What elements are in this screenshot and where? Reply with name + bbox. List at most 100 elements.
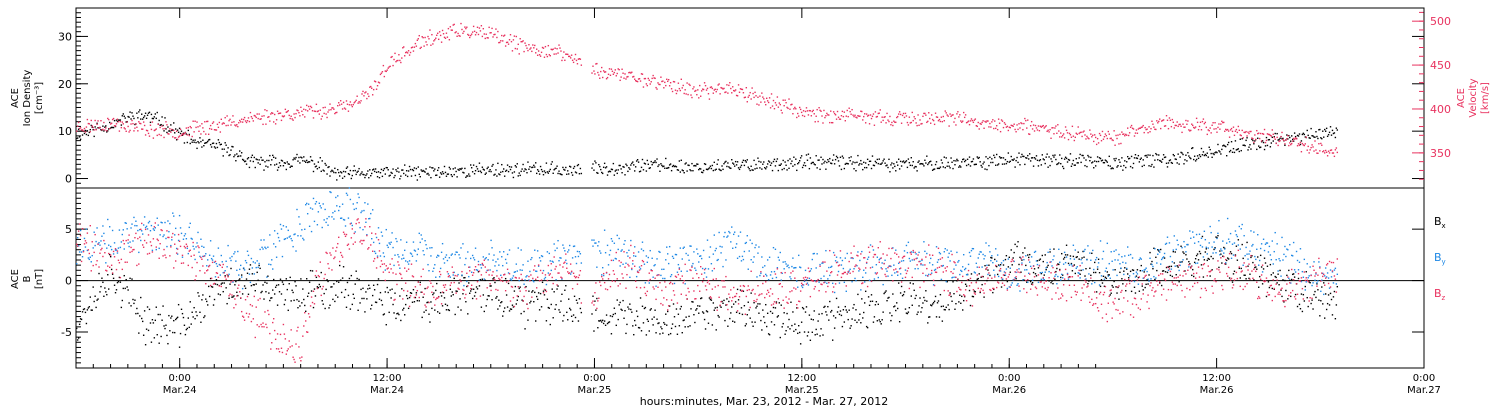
density-point bbox=[1271, 136, 1273, 139]
density-point bbox=[416, 179, 419, 181]
bx-point bbox=[1266, 265, 1269, 267]
by-point bbox=[565, 259, 567, 261]
by-point bbox=[696, 248, 698, 250]
density-point bbox=[857, 154, 859, 157]
velocity-point bbox=[278, 112, 281, 115]
velocity-point bbox=[745, 86, 748, 89]
by-point bbox=[699, 255, 701, 258]
by-point bbox=[780, 279, 782, 281]
by-point bbox=[286, 237, 288, 239]
bx-point bbox=[1164, 271, 1167, 273]
bx-point bbox=[569, 309, 572, 311]
by-point bbox=[558, 260, 560, 262]
velocity-point bbox=[1118, 143, 1120, 145]
bx-point bbox=[1005, 254, 1008, 257]
bx-point bbox=[99, 291, 101, 293]
density-point bbox=[165, 128, 167, 130]
density-point bbox=[1315, 131, 1317, 133]
density-point bbox=[174, 132, 176, 134]
velocity-point bbox=[719, 93, 721, 95]
bx-point bbox=[947, 304, 949, 306]
density-point bbox=[574, 171, 577, 173]
density-point bbox=[1196, 155, 1199, 157]
by-point bbox=[892, 247, 894, 249]
density-point bbox=[139, 109, 141, 111]
density-point bbox=[337, 168, 339, 171]
velocity-point bbox=[1106, 137, 1109, 140]
by-point bbox=[214, 276, 217, 278]
bx-point bbox=[199, 311, 201, 313]
velocity-point bbox=[606, 76, 609, 79]
by-point bbox=[296, 208, 298, 211]
density-point bbox=[1020, 156, 1022, 158]
density-point bbox=[1258, 146, 1261, 149]
bx-point bbox=[1108, 274, 1110, 276]
density-point bbox=[517, 175, 519, 177]
velocity-point bbox=[757, 96, 759, 99]
density-point bbox=[260, 156, 262, 159]
by-point bbox=[706, 239, 709, 241]
bx-point bbox=[758, 312, 760, 314]
density-point bbox=[661, 164, 663, 167]
by-point bbox=[486, 269, 488, 272]
density-point bbox=[626, 164, 628, 167]
bx-point bbox=[855, 309, 857, 311]
density-point bbox=[682, 169, 684, 172]
bx-point bbox=[982, 275, 984, 278]
density-point bbox=[404, 174, 407, 176]
density-point bbox=[1251, 138, 1253, 141]
velocity-point bbox=[798, 106, 801, 109]
density-point bbox=[1316, 135, 1318, 138]
density-point bbox=[1267, 139, 1270, 141]
bx-point bbox=[1255, 266, 1257, 268]
density-point bbox=[1168, 159, 1171, 162]
bx-point bbox=[423, 311, 425, 313]
bx-point bbox=[1210, 255, 1212, 258]
density-point bbox=[1278, 138, 1280, 141]
bx-point bbox=[1046, 266, 1048, 268]
velocity-point bbox=[202, 127, 204, 129]
density-point bbox=[119, 119, 122, 121]
bx-point bbox=[1330, 298, 1333, 301]
velocity-point bbox=[1037, 125, 1040, 127]
velocity-point bbox=[539, 55, 542, 57]
bx-point bbox=[724, 319, 726, 322]
by-point bbox=[691, 265, 693, 267]
by-point bbox=[685, 252, 687, 255]
velocity-point bbox=[710, 86, 713, 88]
velocity-point bbox=[273, 121, 275, 123]
density-point bbox=[470, 167, 473, 169]
velocity-point bbox=[762, 96, 764, 98]
velocity-tick-label: 450 bbox=[1430, 59, 1451, 72]
density-point bbox=[703, 163, 706, 165]
velocity-point bbox=[238, 122, 240, 124]
by-point bbox=[835, 256, 838, 258]
velocity-point bbox=[1247, 131, 1249, 133]
by-point bbox=[89, 256, 91, 258]
bx-point bbox=[857, 293, 859, 296]
density-point bbox=[472, 164, 475, 166]
velocity-point bbox=[86, 118, 89, 121]
velocity-point bbox=[962, 120, 964, 122]
density-point bbox=[308, 161, 311, 163]
bx-point bbox=[1028, 256, 1030, 259]
density-point bbox=[1325, 127, 1328, 130]
density-point bbox=[345, 167, 348, 169]
density-point bbox=[738, 168, 741, 171]
density-point bbox=[405, 170, 408, 172]
by-point bbox=[639, 268, 642, 270]
velocity-point bbox=[517, 43, 519, 46]
density-point bbox=[446, 173, 449, 175]
bx-point bbox=[1110, 292, 1112, 294]
density-point bbox=[969, 165, 972, 167]
bx-point bbox=[804, 311, 807, 313]
bx-point bbox=[1282, 279, 1284, 281]
density-point bbox=[290, 165, 292, 167]
bx-point bbox=[881, 319, 883, 321]
velocity-tick-label: 400 bbox=[1430, 103, 1451, 116]
bx-point bbox=[496, 295, 498, 298]
velocity-point bbox=[1311, 144, 1313, 146]
by-point bbox=[229, 257, 231, 259]
by-point bbox=[79, 229, 82, 232]
by-point bbox=[798, 266, 801, 268]
